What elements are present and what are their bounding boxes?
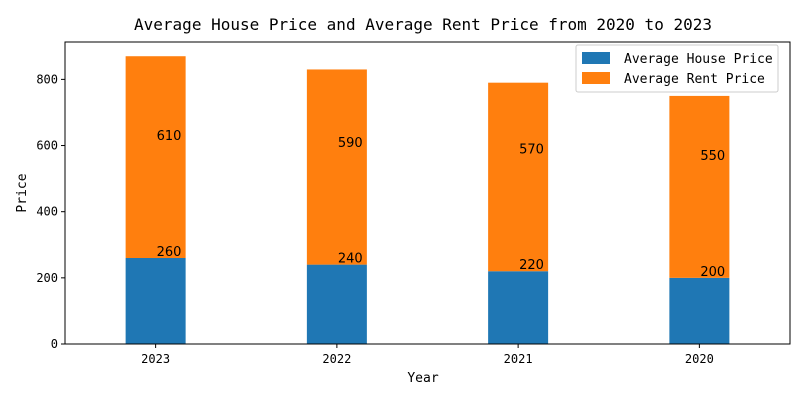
legend-box [575, 44, 779, 93]
y-tick-label-400: 400 [36, 205, 58, 219]
bar-house-2022 [306, 264, 367, 344]
bar-rent-2021 [488, 82, 549, 272]
bar-house-2020 [669, 277, 730, 344]
legend-label-house: Average House Price [624, 52, 773, 67]
x-tick-label-2023: 2023 [141, 352, 170, 366]
x-tick-label-2022: 2022 [322, 352, 351, 366]
legend-swatch-house [582, 52, 610, 64]
bar-house-2023 [125, 257, 186, 344]
data-label-house-2020: 200 [700, 265, 725, 280]
y-tick-label-600: 600 [36, 139, 58, 153]
x-tick-label-2021: 2021 [504, 352, 533, 366]
x-tick-label-2020: 2020 [685, 352, 714, 366]
data-label-house-2021: 220 [519, 258, 544, 273]
bar-rent-2022 [306, 69, 367, 265]
data-label-rent-2020: 550 [700, 149, 725, 164]
legend: Average House Price Average Rent Price [575, 44, 779, 93]
legend-label-rent: Average Rent Price [624, 72, 765, 87]
y-tick-label-200: 200 [36, 271, 58, 285]
y-axis-label: Price [15, 173, 30, 212]
data-label-house-2022: 240 [338, 252, 363, 267]
x-axis-label: Year [407, 371, 438, 386]
y-tick-label-800: 800 [36, 72, 58, 86]
bar-rent-2020 [669, 95, 730, 278]
data-label-rent-2022: 590 [338, 136, 363, 151]
data-label-rent-2021: 570 [519, 142, 544, 157]
legend-swatch-rent [582, 72, 610, 84]
axes-frame [64, 41, 791, 345]
bar-rent-2023 [125, 56, 186, 258]
data-label-house-2023: 260 [157, 245, 182, 260]
bar-house-2021 [488, 271, 549, 344]
data-label-rent-2023: 610 [157, 129, 182, 144]
plot-area: 260 610 240 590 220 570 200 550 0 200 400 600 800 202… [36, 41, 791, 366]
y-tick-label-0: 0 [51, 337, 58, 351]
chart-title: Average House Price and Average Rent Pri… [134, 15, 712, 34]
